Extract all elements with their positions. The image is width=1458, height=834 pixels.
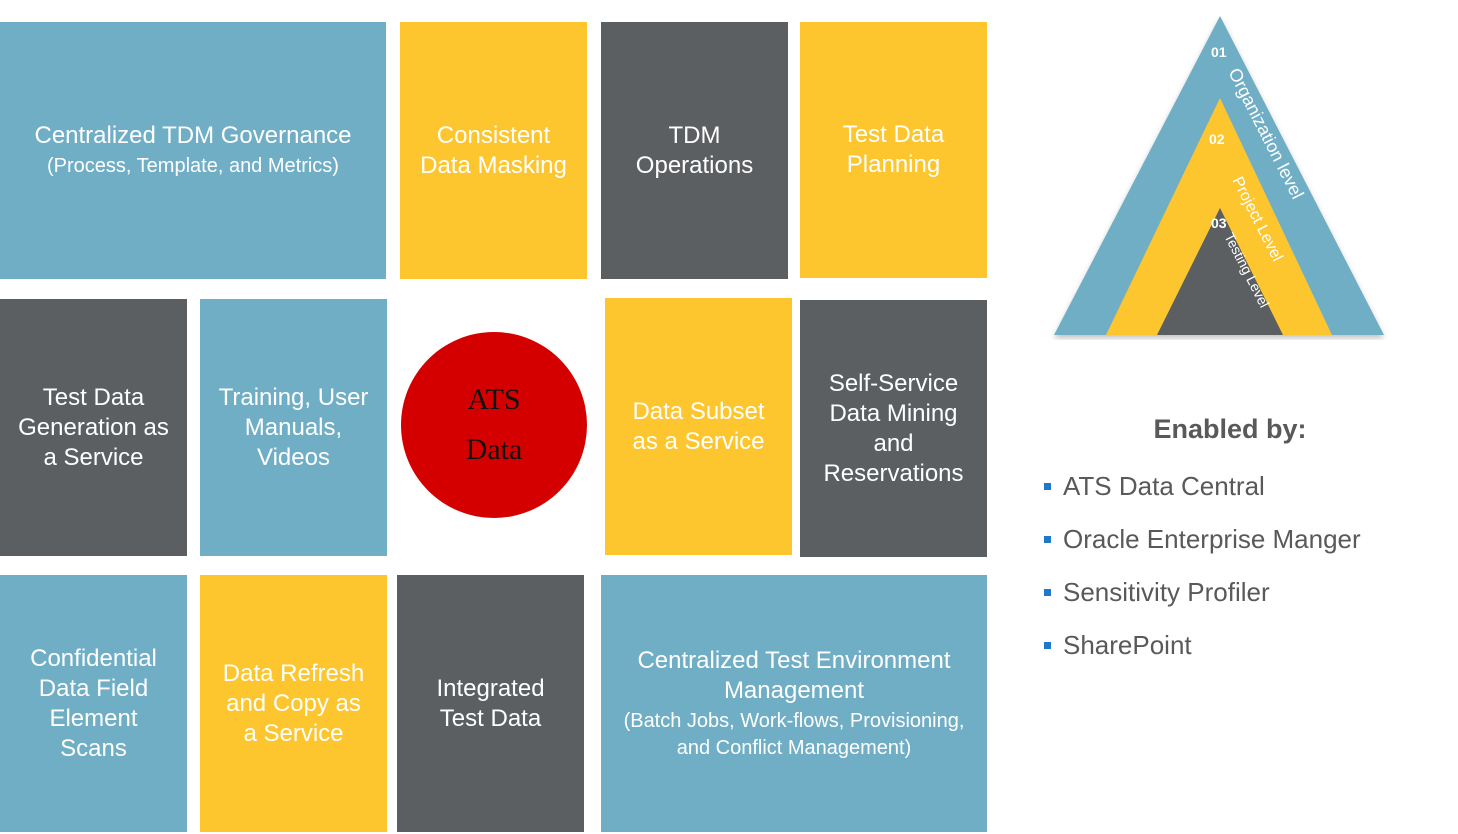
- list-item-label: Oracle Enterprise Manger: [1063, 524, 1361, 554]
- tile-tdm-operations: TDM Operations: [601, 22, 788, 279]
- center-label-line2: Data: [465, 433, 523, 466]
- ats-data-circle: ATS Data: [401, 332, 587, 518]
- level-3-number: 03: [1211, 215, 1227, 231]
- tile-title: Test Data Generation as a Service: [18, 383, 169, 471]
- bullet-icon: [1044, 536, 1051, 543]
- tile-title: Centralized TDM Governance: [34, 122, 352, 149]
- list-item-label: ATS Data Central: [1063, 471, 1265, 501]
- tile-title: Data Refresh and Copy as a Service: [222, 659, 365, 747]
- tile-title: Self-Service Data Mining and Reservation…: [823, 369, 964, 487]
- list-item: ATS Data Central: [1044, 460, 1361, 513]
- tile-title: Test Data Planning: [842, 121, 945, 178]
- list-item: Sensitivity Profiler: [1044, 566, 1361, 619]
- pyramid-graphic: 01 02 03 Organization level Project Leve…: [1054, 16, 1384, 335]
- tile-data-refresh-copy: Data Refresh and Copy as a Service: [200, 575, 387, 832]
- tile-title: TDM Operations: [635, 121, 754, 179]
- tile-test-data-planning: Test Data Planning: [800, 22, 987, 278]
- tile-title: Confidential Data Field Element Scans: [30, 644, 157, 762]
- tile-consistent-data-masking: Consistent Data Masking: [400, 22, 587, 279]
- list-item-label: Sensitivity Profiler: [1063, 577, 1270, 607]
- list-item: SharePoint: [1044, 619, 1361, 672]
- level-2-number: 02: [1209, 131, 1225, 147]
- tile-subtitle: (Batch Jobs, Work-flows, Provisioning, a…: [623, 709, 965, 759]
- tile-test-data-generation: Test Data Generation as a Service: [0, 299, 187, 556]
- tile-subtitle: (Process, Template, and Metrics): [47, 155, 339, 177]
- tile-title: Consistent Data Masking: [420, 121, 567, 179]
- tile-centralized-test-environment: Centralized Test Environment Management …: [601, 575, 987, 832]
- tile-title: Centralized Test Environment Management: [637, 646, 951, 704]
- tile-centralized-tdm-governance: Centralized TDM Governance (Process, Tem…: [0, 22, 386, 279]
- enabled-by-title: Enabled by:: [1153, 414, 1307, 444]
- bullet-icon: [1044, 483, 1051, 490]
- pyramid-level-3: [1157, 208, 1283, 335]
- enabled-by-list: ATS Data Central Oracle Enterprise Mange…: [1044, 460, 1361, 672]
- tile-integrated-test-data: Integrated Test Data: [397, 575, 584, 832]
- bullet-icon: [1044, 642, 1051, 649]
- tile-self-service-data-mining: Self-Service Data Mining and Reservation…: [800, 300, 987, 557]
- level-1-number: 01: [1211, 44, 1227, 60]
- bullet-icon: [1044, 589, 1051, 596]
- tile-title: Data Subset as a Service: [632, 397, 765, 455]
- center-label-line1: ATS: [467, 383, 521, 416]
- list-item-label: SharePoint: [1063, 630, 1192, 660]
- tile-title: Integrated Test Data: [436, 674, 545, 732]
- tile-data-subset-service: Data Subset as a Service: [605, 298, 792, 555]
- levels-pyramid: 01 02 03 Organization level Project Leve…: [1040, 10, 1400, 340]
- tile-training-manuals-videos: Training, User Manuals, Videos: [200, 299, 387, 556]
- tile-title: Training, User Manuals, Videos: [218, 383, 369, 471]
- list-item: Oracle Enterprise Manger: [1044, 513, 1361, 566]
- tile-confidential-data-scans: Confidential Data Field Element Scans: [0, 575, 187, 832]
